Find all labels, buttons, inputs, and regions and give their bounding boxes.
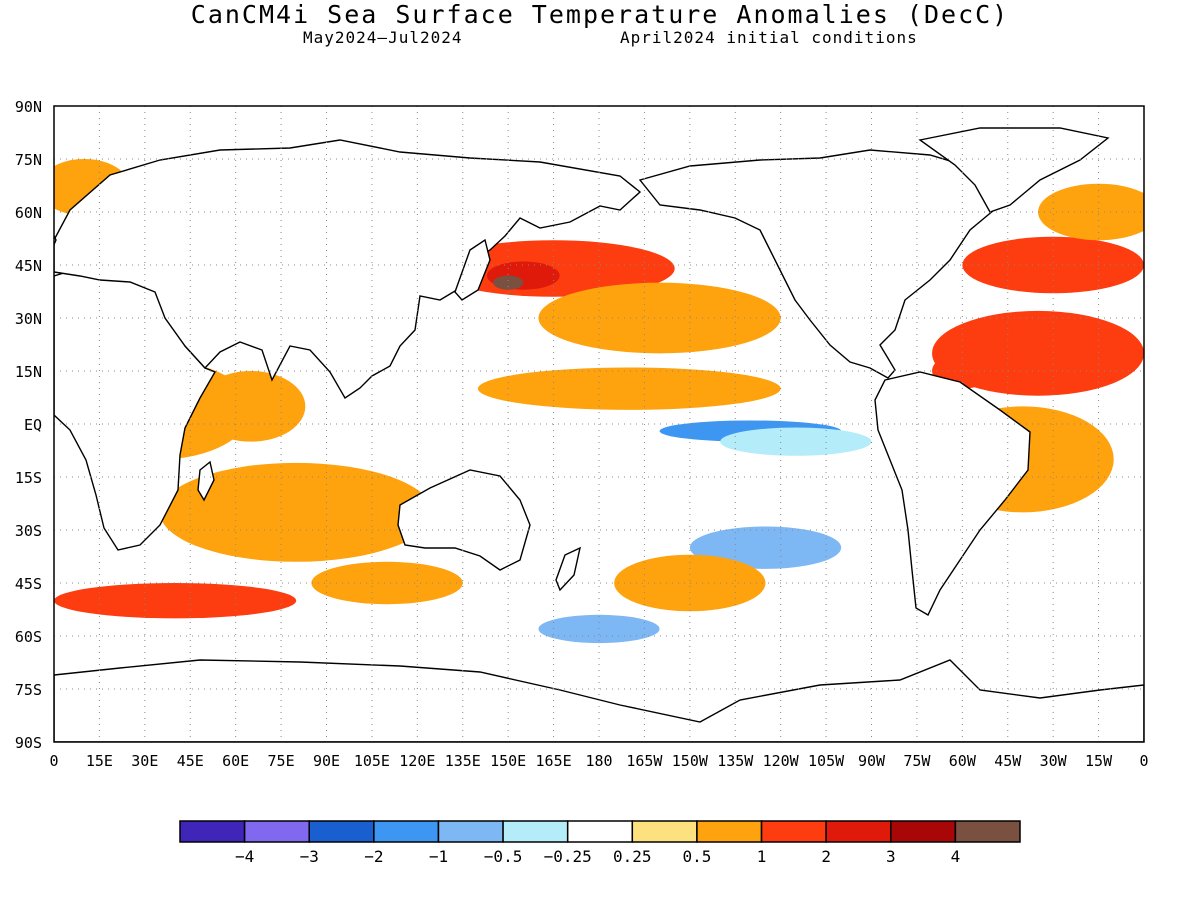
lat-tick-label: 30S [15,522,42,540]
colorbar-swatch [373,820,440,843]
eurasia-landmass [54,139,642,399]
sst-region-13 [614,554,766,612]
lon-tick-label: 75W [903,752,931,770]
colorbar-swatch [566,820,634,843]
sst-region-4 [311,561,463,605]
sst-region-8 [538,282,781,354]
colorbar-swatch [502,820,569,843]
forecast-period: May2024—Jul2024 [303,28,463,47]
lon-tick-label: 0 [1139,752,1148,770]
chart-title: CanCM4i Sea Surface Temperature Anomalie… [190,0,1010,29]
lon-tick-label: 105W [808,752,845,770]
lat-tick-label: 75S [15,681,42,699]
sst-region-2 [159,462,433,562]
map-frame [53,105,1145,743]
new-zealand [555,546,581,592]
australia-landmass [397,469,531,571]
colorbar-tick-label: −0.25 [544,847,592,866]
lon-tick-label: 150E [490,752,526,770]
colorbar-swatch [825,820,892,843]
colorbar-tick-label: 1 [757,847,767,866]
lat-tick-label: 90S [15,734,42,752]
lat-tick-label: EQ [24,416,42,434]
lon-tick-label: 90E [313,752,340,770]
colorbar-swatch [631,820,698,843]
sst-region-3 [54,583,297,619]
colorbar-swatch [243,820,310,843]
lon-tick-label: 15W [1085,752,1113,770]
greenland-landmass [918,127,1110,213]
colorbar-tick-label: 4 [951,847,961,866]
lon-tick-label: 135E [445,752,481,770]
lon-tick-label: 60E [222,752,249,770]
lon-tick-label: 105E [354,752,390,770]
lon-tick-label: 90W [858,752,886,770]
colorbar-swatch [179,820,246,843]
lon-tick-label: 75E [268,752,295,770]
lon-tick-label: 180 [585,752,612,770]
lon-tick-label: 135W [717,752,754,770]
lat-tick-label: 90N [15,98,42,116]
axis-labels: 90N 75N 60N 45N 30N 15N EQ 15S 30S 45S 60S 75S 90S 0 1… [15,98,1149,770]
lon-tick-label: 120E [399,752,435,770]
sst-region-11 [720,427,872,456]
madagascar [197,460,215,502]
colorbar-swatch [760,820,827,843]
colorbar-tick-label: −4 [235,847,254,866]
colorbar-tick-label: −2 [364,847,383,866]
south-america-landmass [874,371,1031,616]
lon-tick-label: 30E [131,752,158,770]
sst-region-1 [196,371,306,442]
lat-tick-label: 30N [15,310,42,328]
colorbar-tick-label: −0.5 [484,847,523,866]
lon-tick-label: 15E [86,752,113,770]
sst-region-7 [493,275,524,290]
lon-tick-label: 45W [994,752,1022,770]
lat-tick-label: 60S [15,628,42,646]
lat-tick-label: 15S [15,469,42,487]
colorbar-swatch [308,820,375,843]
lat-tick-label: 60N [15,204,42,222]
colorbar: −4 −3 −2 −1 −0.5 −0.25 0.25 0.5 1 2 3 4 [179,820,1021,866]
colorbar-tick-label: 0.25 [613,847,652,866]
graticule [54,106,1144,742]
colorbar-tick-label: 2 [821,847,831,866]
sst-region-9 [477,367,781,410]
colorbar-tick-label: 3 [886,847,896,866]
japan-islands [454,238,491,301]
lon-tick-label: 165E [536,752,572,770]
lon-tick-label: 120W [763,752,800,770]
lon-tick-label: 0 [49,752,58,770]
initial-conditions: April2024 initial conditions [620,28,918,47]
land-outlines [54,127,1144,742]
north-america-landmass [638,149,1001,379]
colorbar-swatch [890,820,957,843]
colorbar-tick-label: −1 [429,847,448,866]
colorbar-swatch [954,820,1021,843]
lon-tick-label: 45E [177,752,204,770]
colorbar-swatch [437,820,504,843]
lon-tick-label: 30W [1040,752,1068,770]
lat-tick-label: 45S [15,575,42,593]
sst-region-12 [689,526,842,569]
colorbar-tick-label: −3 [300,847,319,866]
sst-region-19 [1038,183,1144,241]
antarctica-landmass [54,659,1144,742]
lat-tick-label: 45N [15,257,42,275]
lat-tick-label: 15N [15,363,42,381]
colorbar-swatch [696,820,763,843]
lon-tick-label: 165W [626,752,663,770]
lon-tick-label: 60W [949,752,977,770]
lat-tick-label: 75N [15,151,42,169]
colorbar-tick-label: 0.5 [682,847,711,866]
lon-tick-label: 150W [672,752,709,770]
